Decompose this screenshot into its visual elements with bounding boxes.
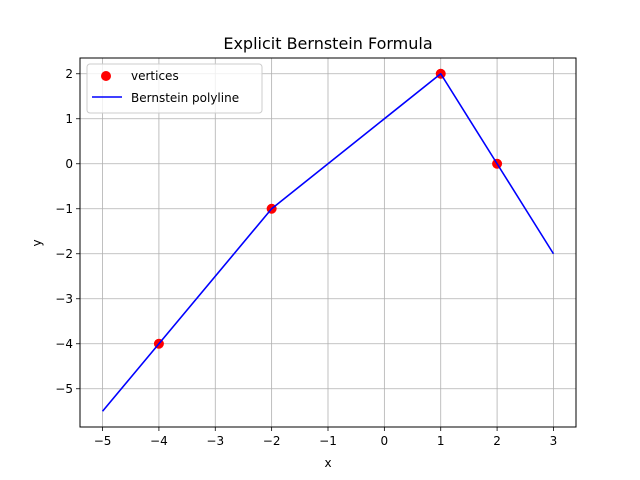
legend-box <box>86 63 263 114</box>
x-tick-label: −5 <box>94 434 112 448</box>
legend: vertices Bernstein polyline <box>86 63 263 114</box>
y-tick-label: −3 <box>55 292 73 306</box>
y-tick-label: −2 <box>55 247 73 261</box>
y-tick-label: 0 <box>65 157 73 171</box>
y-tick-label: 1 <box>65 112 73 126</box>
x-tick-label: −3 <box>206 434 224 448</box>
legend-vertices-marker <box>101 71 111 81</box>
bernstein-polyline <box>101 72 555 412</box>
y-tick-label: 2 <box>65 67 73 81</box>
x-tick-label: 2 <box>493 434 501 448</box>
x-tick-label: 3 <box>550 434 558 448</box>
y-tick-label: −4 <box>55 337 73 351</box>
x-tick-label: −1 <box>319 434 337 448</box>
plot-area <box>101 68 555 412</box>
x-axis-ticks: −5 −4 −3 −2 −1 0 1 2 3 <box>94 427 558 448</box>
legend-vertices-label: vertices <box>131 69 179 83</box>
y-axis-ticks: −5 −4 −3 −2 −1 0 1 2 <box>55 67 80 396</box>
x-tick-label: −2 <box>263 434 281 448</box>
x-axis-label: x <box>324 456 331 470</box>
chart-title: Explicit Bernstein Formula <box>223 34 432 53</box>
y-tick-label: −1 <box>55 202 73 216</box>
x-tick-label: −4 <box>150 434 168 448</box>
x-tick-label: 1 <box>437 434 445 448</box>
y-tick-label: −5 <box>55 382 73 396</box>
y-axis-label: y <box>30 239 44 246</box>
x-tick-label: 0 <box>381 434 389 448</box>
legend-polyline-label: Bernstein polyline <box>131 91 239 105</box>
